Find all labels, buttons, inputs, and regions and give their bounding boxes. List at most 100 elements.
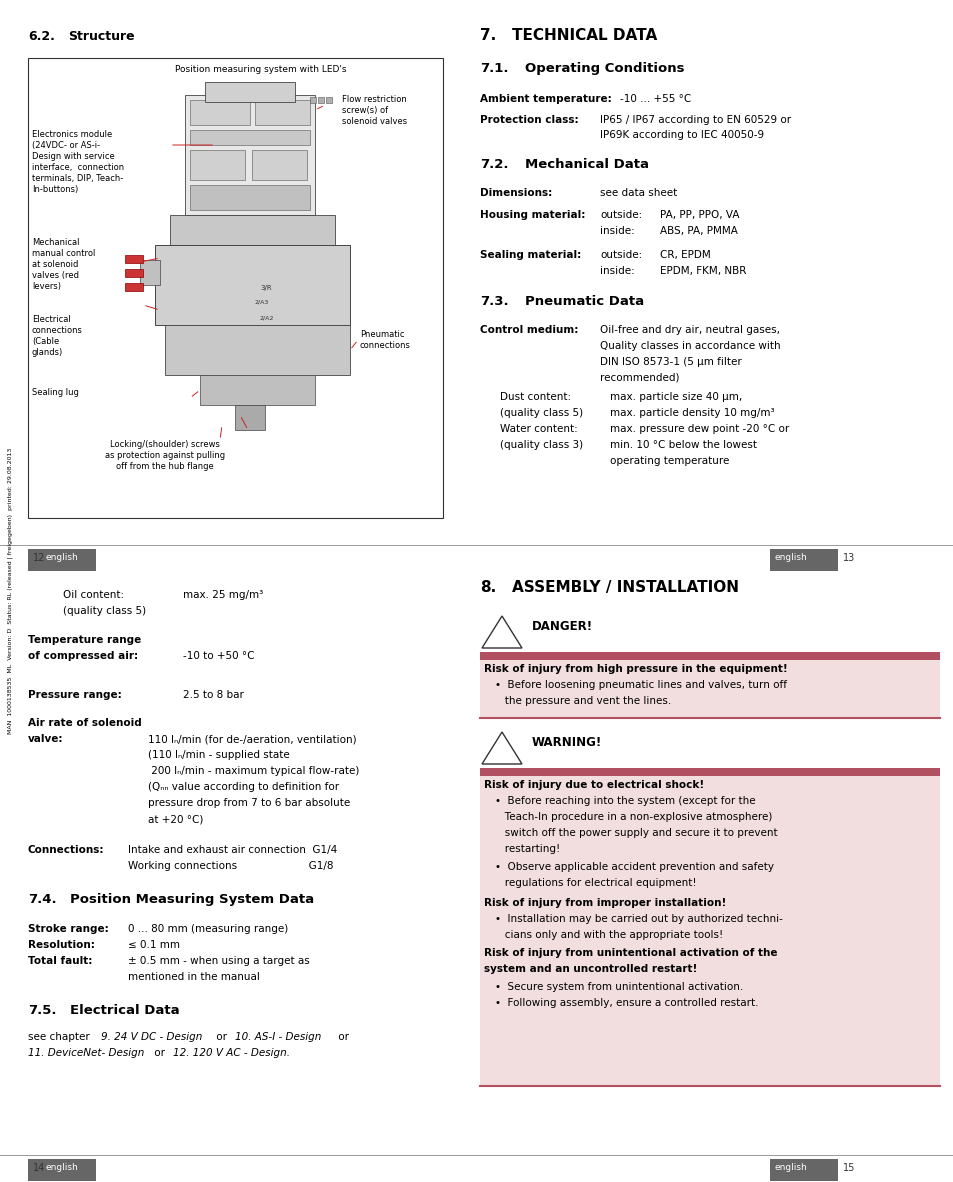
Text: english: english bbox=[774, 553, 807, 561]
Text: Stroke range:: Stroke range: bbox=[28, 924, 109, 934]
Text: 2/A3: 2/A3 bbox=[254, 300, 269, 305]
Text: Intake and exhaust air connection  G1/4: Intake and exhaust air connection G1/4 bbox=[128, 845, 337, 855]
Bar bbox=[190, 150, 245, 180]
Text: •  Secure system from unintentional activation.: • Secure system from unintentional activ… bbox=[495, 982, 742, 992]
Text: 7.: 7. bbox=[479, 28, 496, 43]
Text: Position measuring system with LED's: Position measuring system with LED's bbox=[174, 65, 346, 74]
Text: at solenoid: at solenoid bbox=[32, 260, 78, 269]
Text: min. 10 °C below the lowest: min. 10 °C below the lowest bbox=[609, 440, 757, 450]
Text: !: ! bbox=[495, 630, 500, 643]
Text: max. particle size 40 μm,: max. particle size 40 μm, bbox=[609, 392, 741, 402]
Text: 8.: 8. bbox=[479, 580, 496, 595]
Text: 14: 14 bbox=[33, 1163, 45, 1173]
Text: Pneumatic Data: Pneumatic Data bbox=[524, 296, 643, 309]
Text: screw(s) of: screw(s) of bbox=[341, 106, 388, 115]
Ellipse shape bbox=[323, 264, 340, 282]
Text: Water content:: Water content: bbox=[499, 424, 578, 434]
Ellipse shape bbox=[326, 271, 344, 290]
Bar bbox=[125, 269, 143, 277]
Text: connections: connections bbox=[359, 340, 411, 350]
Bar bbox=[310, 97, 315, 103]
Bar bbox=[165, 325, 350, 375]
Text: Sealing material:: Sealing material: bbox=[479, 251, 580, 260]
Text: english: english bbox=[46, 553, 79, 561]
Text: interface,  connection: interface, connection bbox=[32, 163, 124, 173]
Text: (110 Iₙ/min - supplied state: (110 Iₙ/min - supplied state bbox=[148, 751, 290, 760]
Bar bbox=[28, 58, 442, 518]
Text: see data sheet: see data sheet bbox=[599, 188, 677, 199]
Text: Locking/(shoulder) screws: Locking/(shoulder) screws bbox=[110, 440, 220, 449]
Text: Electronics module: Electronics module bbox=[32, 130, 112, 139]
Text: max. particle density 10 mg/m³: max. particle density 10 mg/m³ bbox=[609, 408, 774, 418]
Polygon shape bbox=[481, 732, 521, 764]
Text: 2/A2: 2/A2 bbox=[260, 314, 274, 320]
Text: TECHNICAL DATA: TECHNICAL DATA bbox=[512, 28, 657, 43]
Text: outside:: outside: bbox=[599, 251, 641, 260]
Text: •  Observe applicable accident prevention and safety: • Observe applicable accident prevention… bbox=[495, 862, 773, 872]
Text: 7.4.: 7.4. bbox=[28, 892, 56, 905]
Text: Housing material:: Housing material: bbox=[479, 210, 585, 220]
Text: inside:: inside: bbox=[599, 226, 634, 236]
Text: 10. AS-I - Design: 10. AS-I - Design bbox=[234, 1032, 321, 1043]
Text: 200 Iₙ/min - maximum typical flow-rate): 200 Iₙ/min - maximum typical flow-rate) bbox=[148, 766, 359, 777]
Text: max. 25 mg/m³: max. 25 mg/m³ bbox=[183, 590, 263, 600]
Text: Dimensions:: Dimensions: bbox=[479, 188, 552, 199]
Text: mentioned in the manual: mentioned in the manual bbox=[128, 972, 259, 982]
Text: outside:: outside: bbox=[599, 210, 641, 220]
Text: IP65 / IP67 according to EN 60529 or: IP65 / IP67 according to EN 60529 or bbox=[599, 115, 790, 125]
Text: Sealing lug: Sealing lug bbox=[32, 388, 79, 397]
Text: system and an uncontrolled restart!: system and an uncontrolled restart! bbox=[483, 965, 697, 974]
Text: CR, EPDM: CR, EPDM bbox=[659, 251, 710, 260]
Bar bbox=[200, 375, 314, 405]
Text: solenoid valves: solenoid valves bbox=[341, 117, 407, 126]
Text: Risk of injury from unintentional activation of the: Risk of injury from unintentional activa… bbox=[483, 948, 777, 957]
Bar bbox=[479, 777, 939, 1086]
Text: Temperature range: Temperature range bbox=[28, 635, 141, 645]
Ellipse shape bbox=[345, 305, 355, 314]
Text: 3/R: 3/R bbox=[260, 285, 272, 291]
Bar bbox=[190, 186, 310, 210]
Ellipse shape bbox=[340, 301, 358, 318]
Text: 7.3.: 7.3. bbox=[479, 296, 508, 309]
Text: 15: 15 bbox=[842, 1163, 855, 1173]
Text: or: or bbox=[151, 1048, 168, 1058]
Bar bbox=[234, 405, 265, 430]
Text: 7.2.: 7.2. bbox=[479, 158, 508, 171]
Text: Risk of injury from improper installation!: Risk of injury from improper installatio… bbox=[483, 898, 725, 908]
Ellipse shape bbox=[370, 305, 379, 314]
Text: regulations for electrical equipment!: regulations for electrical equipment! bbox=[495, 878, 696, 888]
Text: •  Installation may be carried out by authorized techni-: • Installation may be carried out by aut… bbox=[495, 914, 782, 924]
Text: connections: connections bbox=[32, 326, 83, 335]
Bar bbox=[479, 660, 939, 717]
Ellipse shape bbox=[327, 282, 336, 292]
Ellipse shape bbox=[366, 301, 384, 318]
Text: •  Following assembly, ensure a controlled restart.: • Following assembly, ensure a controlle… bbox=[495, 998, 758, 1008]
Text: of compressed air:: of compressed air: bbox=[28, 651, 138, 661]
Text: (24VDC- or AS-i-: (24VDC- or AS-i- bbox=[32, 141, 100, 150]
Text: Air rate of solenoid: Air rate of solenoid bbox=[28, 717, 142, 728]
Bar bbox=[154, 245, 350, 325]
Text: -10 to +50 °C: -10 to +50 °C bbox=[183, 651, 254, 661]
Text: (quality class 5): (quality class 5) bbox=[499, 408, 582, 418]
Text: valve:: valve: bbox=[28, 734, 64, 743]
Text: 0 ... 80 mm (measuring range): 0 ... 80 mm (measuring range) bbox=[128, 924, 288, 934]
Text: restarting!: restarting! bbox=[495, 844, 559, 855]
Text: max. pressure dew point -20 °C or: max. pressure dew point -20 °C or bbox=[609, 424, 788, 434]
Ellipse shape bbox=[330, 275, 339, 285]
Text: 2.5 to 8 bar: 2.5 to 8 bar bbox=[183, 690, 244, 700]
Text: 12: 12 bbox=[33, 553, 46, 563]
Text: Working connections                      G1/8: Working connections G1/8 bbox=[128, 860, 334, 871]
Text: Resolution:: Resolution: bbox=[28, 940, 94, 950]
Bar bbox=[190, 100, 250, 125]
Text: 7.1.: 7.1. bbox=[479, 61, 508, 74]
Text: cians only and with the appropriate tools!: cians only and with the appropriate tool… bbox=[495, 930, 722, 940]
Bar bbox=[326, 97, 332, 103]
Bar bbox=[317, 97, 324, 103]
Text: Dust content:: Dust content: bbox=[499, 392, 571, 402]
Text: Connections:: Connections: bbox=[28, 845, 105, 855]
Bar bbox=[190, 130, 310, 145]
Text: 13: 13 bbox=[842, 553, 854, 563]
Text: Mechanical Data: Mechanical Data bbox=[524, 158, 648, 171]
Text: In-buttons): In-buttons) bbox=[32, 186, 78, 194]
Text: manual control: manual control bbox=[32, 249, 95, 258]
